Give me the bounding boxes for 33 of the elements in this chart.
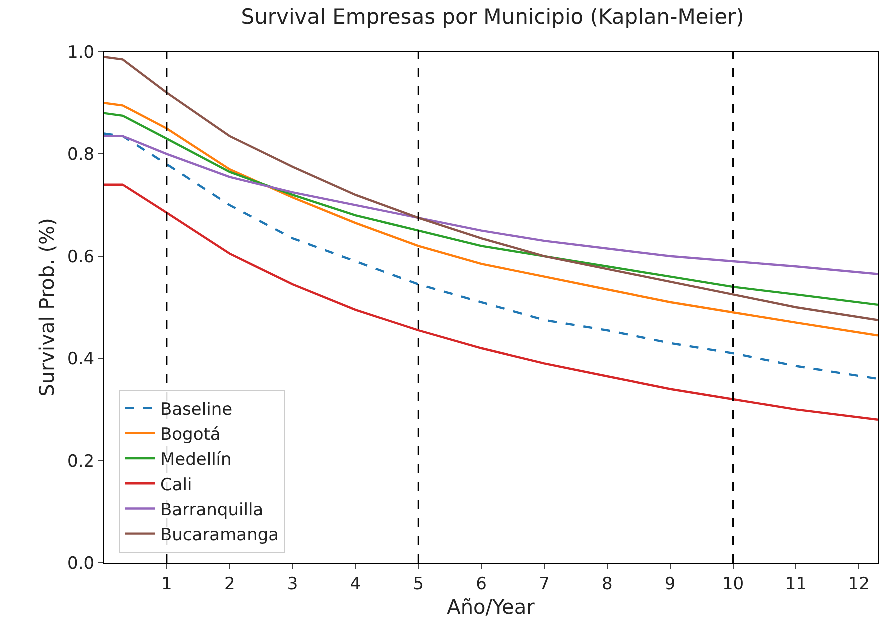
x-tick-label: 2 [224,574,236,594]
y-tick-label: 0.0 [68,554,95,574]
chart-title: Survival Empresas por Municipio (Kaplan-Meier) [241,5,744,30]
x-axis-title: Año/Year [447,594,536,619]
y-tick-label: 0.2 [68,452,95,472]
x-tick-label: 6 [476,574,487,594]
legend-label: Cali [160,475,192,496]
x-tick-label: 5 [413,574,424,594]
line-series [104,56,878,322]
line-series [104,102,878,337]
line-series [104,132,878,380]
x-tick-label: 3 [287,574,298,594]
y-tick-label: 1.0 [68,42,95,63]
x-tick-label: 4 [350,574,362,594]
line-series [104,184,878,422]
x-tick-label: 7 [539,574,550,594]
legend-label: Bogotá [160,425,221,446]
x-tick-label: 11 [785,574,808,594]
legend-label: Barranquilla [160,500,264,520]
legend-label: Baseline [160,400,233,420]
line-series [104,135,878,276]
legend-label: Medellín [160,450,232,470]
x-tick-label: 12 [848,574,870,594]
y-tick-label: 0.8 [68,145,95,166]
y-tick-label: 0.4 [68,350,95,370]
y-tick-label: 0.6 [68,247,95,268]
y-axis-title: Survival Prob. (%) [35,218,59,397]
x-tick-label: 8 [602,574,613,594]
line-series [104,112,878,306]
x-tick-label: 1 [162,574,172,594]
legend-label: Bucaramanga [160,525,280,546]
x-tick-label: 9 [664,574,676,594]
x-tick-label: 10 [722,574,744,594]
